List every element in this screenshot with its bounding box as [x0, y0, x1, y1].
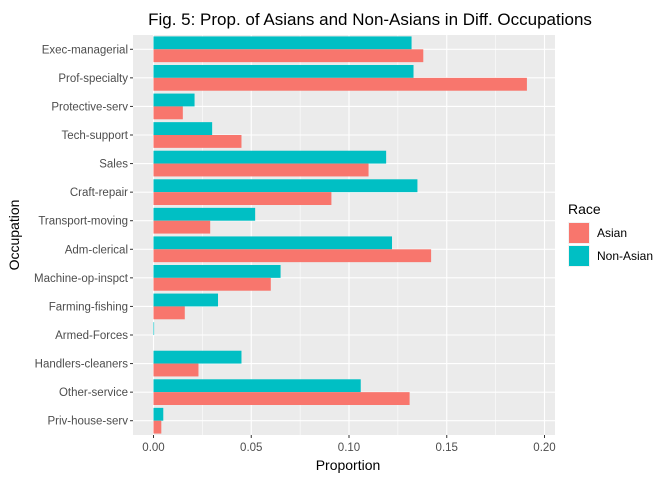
bar-asian	[153, 249, 432, 263]
x-tick-label: 0.00	[142, 442, 164, 454]
bar-asian	[153, 106, 183, 120]
bar-asian	[153, 220, 211, 234]
legend-label-asian: Asian	[597, 226, 627, 240]
bar-asian	[153, 392, 410, 405]
y-tick-label: Priv-house-serv	[47, 416, 128, 428]
bar-non-asian	[153, 236, 393, 250]
bar-asian	[153, 163, 369, 177]
y-tick-label: Other-service	[59, 387, 128, 399]
bar-non-asian	[153, 93, 195, 107]
bar-asian	[153, 420, 162, 434]
bar-asian	[153, 135, 242, 148]
y-tick-label: Transport-moving	[38, 216, 128, 228]
y-tick-label: Farming-fishing	[49, 301, 128, 313]
chart-title: Fig. 5: Prop. of Asians and Non-Asians i…	[148, 10, 592, 29]
y-axis-title: Occupation	[6, 200, 22, 271]
y-tick-label: Machine-op-inspct	[34, 273, 129, 285]
legend-label-non-asian: Non-Asian	[597, 249, 653, 263]
bar-asian	[153, 49, 424, 63]
bar-non-asian	[153, 293, 219, 307]
y-tick-label: Exec-managerial	[42, 44, 128, 56]
y-axis: Exec-managerial Prof-specialty Protective-…	[34, 44, 133, 428]
bar-non-asian	[153, 207, 256, 221]
legend: Race Asian Non-Asian	[568, 201, 653, 267]
bar-non-asian	[153, 407, 164, 421]
bar-asian	[153, 192, 332, 205]
y-tick-label: Adm-clerical	[65, 244, 128, 256]
bars	[153, 36, 527, 434]
y-tick-label: Craft-repair	[70, 187, 128, 199]
y-tick-label: Protective-serv	[51, 101, 128, 113]
bar-asian	[153, 363, 199, 377]
legend-swatch-non-asian	[569, 246, 589, 266]
y-tick-label: Prof-specialty	[58, 73, 128, 85]
x-tick-label: 0.10	[338, 442, 360, 454]
plot-panel	[133, 35, 555, 435]
bar-non-asian	[153, 150, 387, 164]
bar-non-asian	[153, 379, 361, 393]
bar-non-asian	[153, 322, 155, 335]
y-tick-label: Armed-Forces	[55, 330, 128, 342]
bar-asian	[153, 306, 185, 320]
bar-non-asian	[153, 179, 418, 193]
x-tick-label: 0.15	[436, 442, 458, 454]
y-tick-label: Tech-support	[62, 130, 129, 142]
x-axis-title: Proportion	[316, 457, 381, 473]
legend-swatch-asian	[569, 223, 589, 243]
bar-asian	[153, 77, 527, 91]
legend-title: Race	[568, 201, 601, 217]
bar-non-asian	[153, 65, 414, 78]
bar-asian	[153, 277, 271, 291]
x-tick-label: 0.05	[240, 442, 262, 454]
bar-non-asian	[153, 265, 281, 278]
x-axis: 0.00 0.05 0.10 0.15 0.20	[142, 435, 556, 454]
y-tick-label: Sales	[99, 159, 128, 171]
bar-non-asian	[153, 122, 213, 135]
x-tick-label: 0.20	[533, 442, 555, 454]
bar-non-asian	[153, 36, 412, 50]
bar-non-asian	[153, 350, 242, 364]
y-tick-label: Handlers-cleaners	[35, 359, 129, 371]
